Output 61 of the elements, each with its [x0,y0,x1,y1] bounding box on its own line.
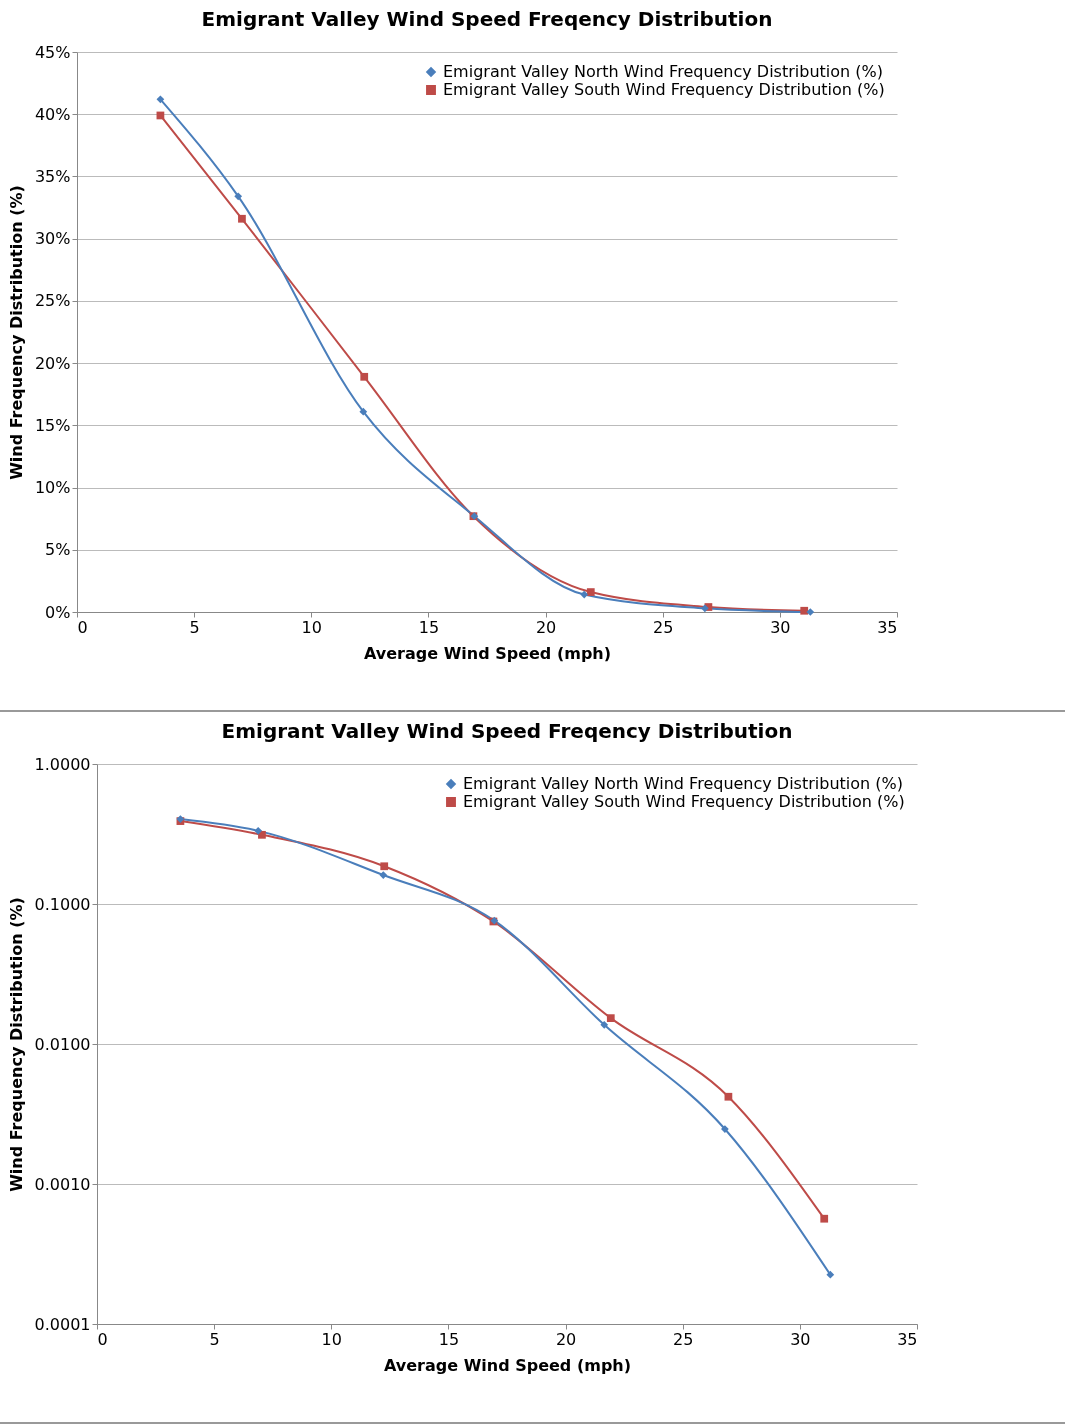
x-tick-label: 25 [673,1329,694,1349]
point [238,214,246,223]
point [156,95,165,104]
y-tick-label: 35% [34,166,71,186]
legend-label: Emigrant Valley South Wind Frequency Distribution (%) [463,792,905,811]
x-tick-label: 10 [321,1329,342,1349]
point [800,606,809,615]
point [701,604,709,613]
point [724,1092,733,1101]
y-tick-label: 15% [34,415,71,435]
y-tick-label: 0% [45,602,71,622]
point [580,590,589,599]
y-tick-label: 0.1000 [34,894,91,914]
point [586,588,595,596]
y-tick-label: 0.0100 [34,1034,91,1054]
x-tick-label: 0 [97,1329,108,1349]
chart-title: Emigrant Valley Wind Speed Freqency Distribution [221,719,793,743]
point [379,871,388,879]
legend-label: Emigrant Valley South Wind Frequency Distribution (%) [443,80,885,99]
y-tick-label: 5% [45,540,71,560]
x-tick-label: 10 [301,617,322,637]
x-tick-label: 15 [438,1329,460,1349]
y-tick-label: 45% [34,42,71,62]
point [254,826,263,835]
x-tick-label: 30 [790,1329,811,1349]
point [721,1125,729,1133]
y-tick-label: 20% [34,353,71,373]
point [806,608,815,616]
y-tick-label: 0.0001 [34,1314,91,1334]
y-tick-label: 25% [34,291,71,311]
x-tick-label: 15 [418,617,440,637]
x-tick-label: 35 [877,617,898,637]
legend-label: Emigrant Valley North Wind Frequency Distribution (%) [463,774,903,793]
x-axis-title: Average Wind Speed (mph) [363,643,612,663]
y-tick-label: 30% [34,229,71,249]
point [606,1014,615,1023]
y-tick-label: 1.0000 [34,754,91,774]
x-tick-label: 25 [653,617,674,637]
y-tick-label: 40% [34,104,71,124]
y-axis-title: Wind Frequency Distribution (%) [6,897,26,1192]
x-tick-label: 20 [555,1329,577,1349]
x-tick-label: 20 [535,617,557,637]
point [826,1270,835,1279]
point [360,372,369,381]
y-tick-label: 10% [34,478,71,498]
point [600,1020,609,1029]
x-axis-title: Average Wind Speed (mph) [383,1355,632,1375]
legend-label: Emigrant Valley North Wind Frequency Distribution (%) [443,62,883,81]
x-tick-label: 5 [189,617,200,637]
x-tick-label: 35 [897,1329,918,1349]
point [234,192,243,201]
point [258,830,266,839]
x-tick-label: 5 [209,1329,220,1349]
point [820,1214,829,1223]
point [380,862,389,871]
x-tick-label: 0 [77,617,88,637]
point [359,407,368,416]
x-tick-label: 30 [770,617,791,637]
y-tick-label: 0.0010 [34,1174,91,1194]
chart-title: Emigrant Valley Wind Speed Freqency Distribution [201,7,773,31]
y-axis-title: Wind Frequency Distribution (%) [6,185,26,480]
